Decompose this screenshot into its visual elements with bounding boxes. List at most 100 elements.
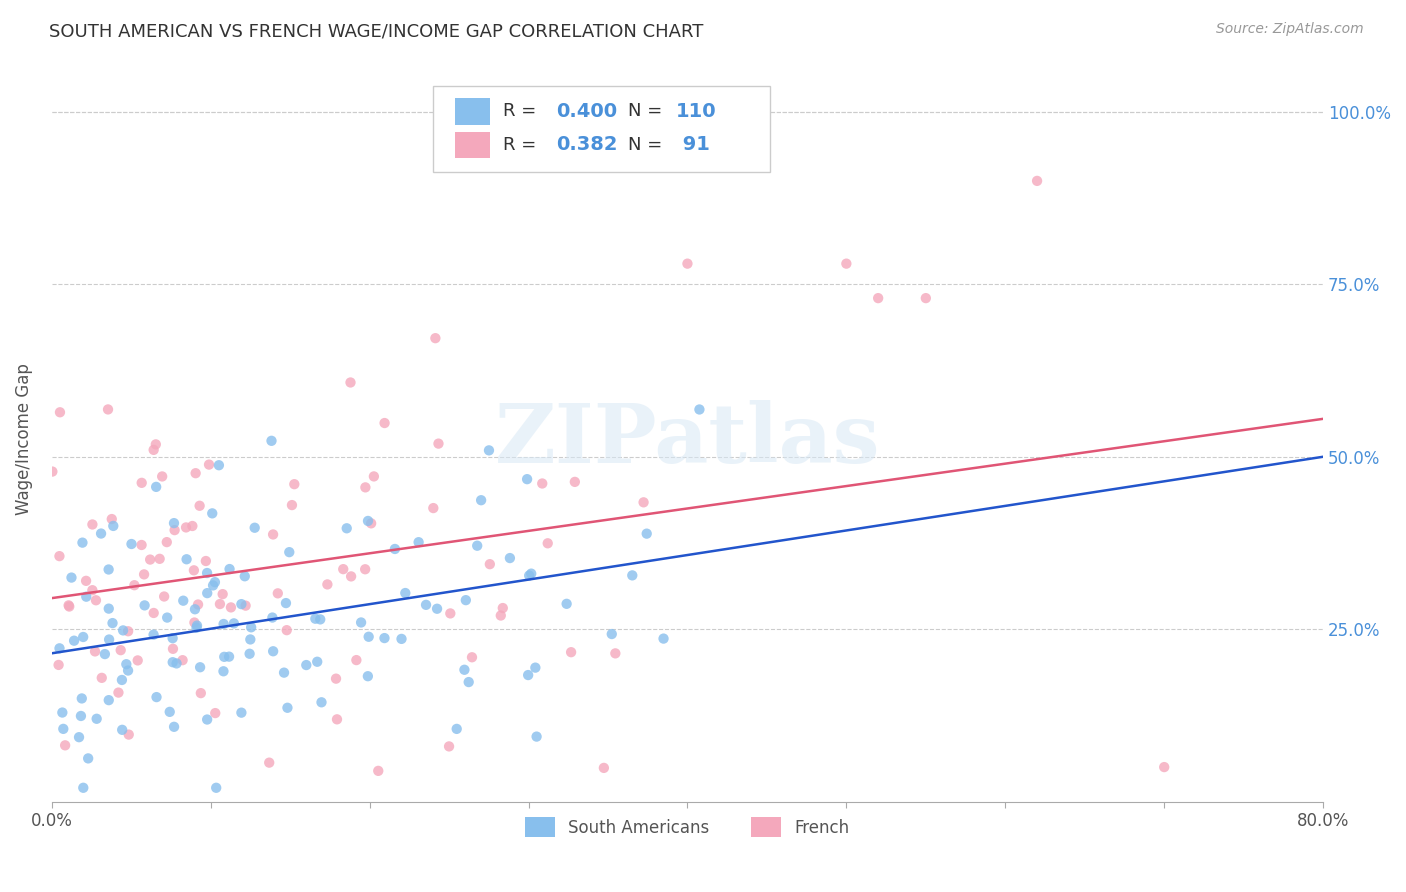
Point (202, 578, 225, 592)
Point (205, 780, 228, 795)
Point (262, 610, 284, 624)
Point (172, 593, 194, 607)
Point (208, 458, 231, 473)
FancyBboxPatch shape (433, 87, 770, 171)
Point (111, 673, 134, 687)
Point (204, 575, 226, 590)
Point (162, 655, 184, 669)
Point (499, 551, 522, 566)
Point (267, 586, 290, 600)
Point (70, 709, 93, 723)
Point (276, 700, 298, 714)
Point (72, 630, 94, 644)
Point (304, 612, 326, 626)
Point (218, 562, 240, 576)
Point (676, 257, 699, 271)
Point (311, 695, 333, 709)
Point (600, 627, 623, 641)
Point (121, 537, 143, 551)
Point (688, 402, 710, 417)
Point (163, 720, 186, 734)
Text: SOUTH AMERICAN VS FRENCH WAGE/INCOME GAP CORRELATION CHART: SOUTH AMERICAN VS FRENCH WAGE/INCOME GAP… (49, 22, 703, 40)
Point (94, 647, 117, 661)
Point (84, 644, 107, 658)
Text: 91: 91 (676, 136, 710, 154)
Point (48, 549, 70, 563)
Point (51, 706, 73, 720)
Point (149, 551, 172, 566)
Point (188, 499, 211, 513)
Point (163, 516, 186, 530)
Point (454, 593, 477, 607)
Point (162, 631, 184, 645)
Point (48, 657, 70, 672)
Point (339, 376, 361, 390)
Point (340, 569, 363, 583)
Point (188, 660, 211, 674)
Point (357, 630, 380, 644)
Point (373, 631, 395, 645)
Point (531, 476, 554, 491)
Point (142, 606, 165, 620)
Point (153, 590, 176, 604)
Point (90, 671, 112, 685)
Point (201, 507, 224, 521)
Point (276, 623, 298, 637)
Point (295, 658, 318, 673)
Point (257, 756, 280, 770)
Point (260, 434, 283, 448)
Point (86, 712, 108, 726)
Point (262, 527, 284, 541)
Point (391, 632, 413, 646)
Point (239, 647, 262, 661)
Point (194, 554, 217, 568)
Point (58, 599, 80, 613)
Point (325, 672, 347, 686)
Point (461, 650, 484, 665)
Point (374, 416, 396, 430)
FancyBboxPatch shape (454, 132, 491, 158)
Point (537, 536, 560, 550)
Point (415, 598, 437, 612)
Point (564, 475, 586, 489)
Point (190, 686, 212, 700)
Point (48, 641, 70, 656)
Point (239, 632, 262, 647)
Point (131, 538, 153, 552)
Point (97, 402, 120, 417)
Point (181, 519, 204, 533)
Point (127, 653, 149, 667)
Point (70, 691, 93, 706)
Point (354, 562, 377, 576)
Point (139, 552, 162, 566)
Point (354, 480, 377, 494)
Point (1153, 760, 1175, 774)
Point (243, 521, 266, 535)
Point (222, 616, 245, 631)
Point (163, 523, 186, 537)
Point (592, 761, 614, 775)
Point (357, 514, 380, 528)
Point (107, 685, 129, 699)
Text: R =: R = (503, 136, 536, 153)
Point (868, 291, 890, 305)
Point (162, 641, 184, 656)
Point (517, 568, 540, 582)
Point (132, 567, 155, 582)
Point (195, 586, 218, 600)
Point (84, 593, 107, 607)
Point (60, 571, 83, 585)
Point (427, 436, 450, 450)
Point (97, 601, 120, 615)
Point (283, 477, 305, 491)
Y-axis label: Wage/Income Gap: Wage/Income Gap (15, 364, 32, 516)
Point (478, 443, 501, 458)
Point (273, 665, 295, 680)
Point (101, 616, 124, 631)
Point (97, 693, 120, 707)
Point (183, 615, 205, 630)
Point (336, 521, 359, 535)
Point (186, 621, 208, 635)
Point (82, 517, 104, 532)
Point (360, 516, 382, 531)
